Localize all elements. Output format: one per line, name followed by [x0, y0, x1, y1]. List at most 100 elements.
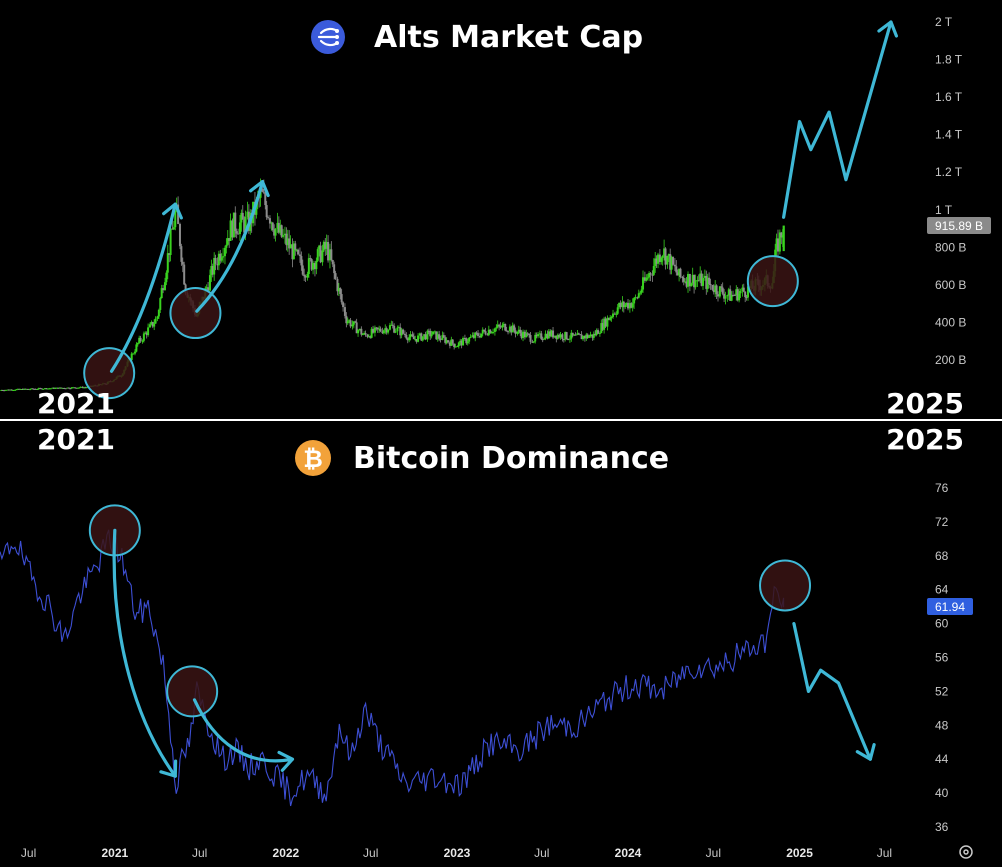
alts-candle: [568, 338, 571, 340]
dominance-end-year-label: 2025: [886, 423, 964, 456]
alts-candle: [144, 332, 147, 334]
alts-candle: [69, 388, 72, 390]
dominance-line: [0, 529, 785, 807]
alts-y-tick-label: 600 B: [935, 278, 966, 292]
alts-candle: [232, 212, 235, 238]
alts-candle: [10, 389, 13, 391]
alts-candle: [780, 232, 783, 238]
alts-candle: [775, 238, 778, 250]
alts-candle: [697, 280, 700, 282]
alts-candle: [246, 211, 249, 218]
alts-candle: [705, 275, 708, 289]
alts-candle: [706, 277, 709, 289]
alts-candle: [361, 334, 364, 336]
alts-candle: [279, 225, 282, 233]
alts-candle: [45, 388, 48, 390]
alts-candle: [613, 313, 616, 315]
alts-candle: [426, 330, 429, 340]
alts-candle: [600, 323, 603, 333]
alts-candle: [603, 318, 606, 330]
alts-candle: [406, 338, 409, 341]
alts-candle: [156, 316, 159, 319]
alts-candle: [516, 331, 519, 334]
alts-candle: [334, 273, 337, 279]
settings-gear-icon[interactable]: [959, 845, 973, 859]
alts-candle: [49, 388, 52, 390]
alts-candle: [621, 301, 624, 308]
alts-candle: [520, 333, 523, 338]
alts-candle: [624, 304, 627, 308]
alts-candle: [544, 333, 547, 339]
alts-y-tick-label: 1.8 T: [935, 53, 963, 67]
alts-candle: [444, 337, 447, 343]
alts-candle: [510, 326, 513, 333]
alts-candle: [157, 309, 160, 317]
alts-candle: [438, 334, 441, 339]
alts-start-year-label: 2021: [37, 387, 115, 420]
alts-candle: [274, 228, 277, 236]
alts-candle: [487, 329, 490, 336]
alts-candle: [573, 334, 576, 336]
alts-candle: [615, 313, 618, 315]
alts-candle: [625, 302, 628, 305]
dominance-x-tick-label: 2021: [101, 846, 128, 860]
dominance-arrow-head: [855, 743, 876, 761]
alts-candle: [292, 243, 295, 260]
alts-candle: [148, 324, 151, 328]
alts-candle: [301, 265, 304, 275]
alts-candle: [51, 387, 54, 389]
alts-candle: [709, 283, 712, 285]
alts-candle: [165, 272, 168, 283]
alts-candle: [343, 307, 346, 316]
alts-candle: [351, 324, 354, 327]
alts-candle: [61, 387, 64, 389]
alts-candle: [540, 333, 543, 340]
alts-candle: [226, 238, 229, 245]
alts-candle: [132, 353, 135, 355]
alts-candle: [616, 307, 619, 314]
alts-candle: [231, 220, 234, 238]
alts-candle: [423, 334, 426, 337]
alts-candle: [501, 324, 504, 328]
alts-candle: [496, 324, 499, 328]
dominance-projection-arrow: [792, 622, 872, 761]
alts-candle: [420, 333, 423, 341]
alts-candle: [13, 389, 16, 391]
alts-candle: [376, 327, 379, 330]
alts-candle: [316, 249, 319, 261]
alts-arrow-head: [249, 180, 270, 198]
alts-candle: [511, 325, 514, 333]
alts-candle: [682, 277, 685, 282]
alts-candle: [666, 255, 669, 265]
alts-candle: [345, 315, 348, 324]
alts-candle: [505, 330, 508, 332]
alts-candle: [537, 334, 540, 337]
alts-candle: [352, 321, 355, 325]
alts-candle: [324, 241, 327, 249]
alts-candle: [532, 341, 535, 343]
alts-candle: [9, 389, 12, 391]
alts-candle: [72, 387, 75, 389]
alts-candle: [402, 329, 405, 334]
alts-candle: [349, 320, 352, 327]
alts-candle: [553, 335, 556, 338]
alts-candle: [456, 346, 459, 348]
alts-candle: [322, 241, 325, 251]
alts-candle: [782, 225, 785, 252]
alts-candle: [382, 330, 385, 334]
dominance-arrow-head: [277, 750, 295, 772]
alts-candle: [367, 336, 370, 338]
alts-candle: [19, 388, 22, 390]
alts-candle: [403, 333, 406, 335]
alts-candle: [585, 334, 588, 339]
alts-candle: [604, 318, 607, 327]
alts-candle: [717, 294, 720, 297]
alts-candle: [60, 387, 63, 389]
alts-candle: [556, 334, 559, 339]
alts-candle: [691, 274, 694, 284]
alts-candle: [669, 254, 672, 270]
alts-candle: [205, 287, 208, 289]
dominance-x-tick-label: 2022: [273, 846, 300, 860]
alts-candle: [333, 264, 336, 274]
